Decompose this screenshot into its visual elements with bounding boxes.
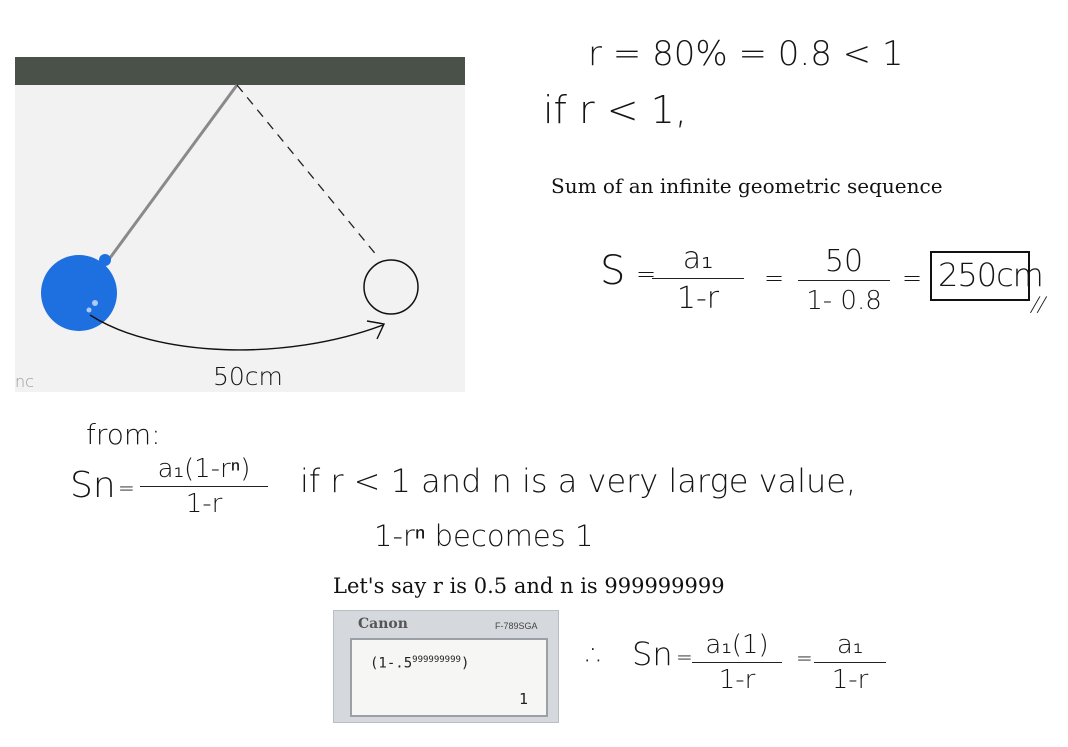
sum-fraction-2: 50 1- 0.8: [798, 244, 890, 321]
explanation-line: if r < 1 and n is a very large value,: [300, 462, 857, 500]
sum-fraction-1: a₁ 1-r: [652, 240, 744, 319]
expression-close: ): [460, 655, 470, 672]
conclusion-den-1: 1-r: [718, 665, 756, 695]
pendulum-dashed-path: [236, 84, 379, 258]
fraction-bar: [652, 278, 744, 279]
ratio-line: r = 80% = 0.8 < 1: [588, 34, 904, 74]
pendulum-illustration: nc 50cm: [15, 57, 465, 392]
sn-fraction: a₁(1-rⁿ) 1-r: [140, 452, 268, 521]
pendulum-string: [105, 84, 239, 263]
sum-eq-3: =: [902, 264, 923, 292]
sum-eq-2: =: [764, 264, 785, 292]
calculator-result: 1: [518, 690, 528, 708]
answer-value: 250cm: [938, 256, 1044, 294]
from-label: from:: [86, 418, 161, 451]
corner-text: nc: [15, 372, 34, 391]
sn-eq: =: [118, 476, 135, 500]
pendulum-ball: [41, 255, 117, 331]
calculator-image: Canon F-789SGA (1-.5999999999) 1: [333, 610, 559, 723]
sn-num: a₁(1-rⁿ): [157, 454, 251, 484]
fraction-bar: [692, 662, 782, 663]
conclusion-num-1: a₁(1): [705, 630, 769, 660]
becomes-line: 1-rⁿ becomes 1: [374, 519, 594, 553]
pendulum-end-position: [363, 259, 419, 315]
distance-label: 50cm: [213, 362, 283, 391]
sn-den: 1-r: [185, 489, 223, 519]
conclusion-eq-2: =: [796, 646, 813, 670]
sum-eq-1: =: [636, 260, 657, 288]
end-mark: //: [1028, 292, 1049, 316]
sum-lhs: S: [600, 248, 626, 294]
conclusion-lhs: Sn: [632, 635, 673, 673]
sum-title: Sum of an infinite geometric sequence: [551, 174, 943, 198]
sn-lhs: Sn: [70, 465, 116, 506]
conclusion-fraction-2: a₁ 1-r: [814, 628, 886, 697]
calculator-model: F-789SGA: [495, 621, 538, 631]
expression-exponent: 999999999: [412, 655, 461, 665]
ceiling-bar: [15, 57, 465, 85]
fraction-bar: [814, 662, 886, 663]
calculator-expression: (1-.5999999999): [370, 655, 469, 672]
sum-den-2: 1- 0.8: [806, 286, 882, 316]
fraction-bar: [798, 280, 890, 281]
conclusion-eq-1: =: [676, 645, 693, 669]
calculator-screen: (1-.5999999999) 1: [350, 638, 548, 717]
therefore-symbol: ∴: [586, 638, 606, 673]
conclusion-num-2: a₁: [836, 630, 864, 660]
example-line: Let's say r is 0.5 and n is 999999999: [333, 574, 725, 598]
conclusion-den-2: 1-r: [831, 665, 869, 695]
pendulum-ball-hook: [99, 254, 111, 266]
pendulum-drawing: [41, 84, 419, 351]
calculator-brand: Canon: [358, 616, 408, 632]
swing-arrow: [89, 314, 384, 351]
expression-base: (1-.5: [370, 655, 413, 672]
sum-num-1: a₁: [682, 241, 714, 276]
swing-arrow-head: [366, 320, 386, 340]
answer-box: 250cm: [930, 251, 1044, 301]
fraction-bar: [140, 486, 268, 487]
sum-den-1: 1-r: [676, 281, 720, 316]
conclusion-fraction-1: a₁(1) 1-r: [692, 628, 782, 697]
sum-num-2: 50: [824, 244, 864, 279]
condition-line: if r < 1,: [543, 88, 687, 132]
